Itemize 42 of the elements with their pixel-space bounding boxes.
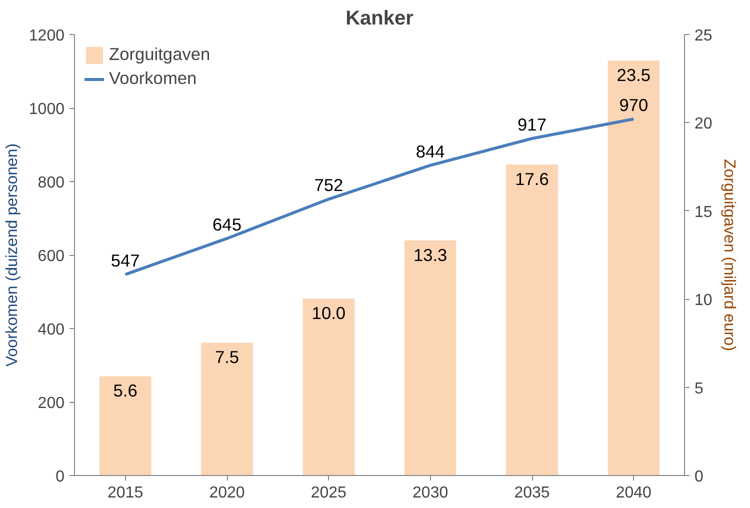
x-tick-label: 2035: [514, 484, 550, 502]
data-label: 645: [212, 214, 242, 234]
y-tick-label: 400: [38, 322, 65, 338]
y-tick-label: 1200: [28, 28, 65, 44]
legend-label: Zorguitgaven: [109, 44, 210, 65]
data-label: 844: [416, 141, 446, 162]
bar: [201, 342, 253, 476]
data-label: 7.5: [214, 347, 240, 368]
data-label: 547: [110, 250, 140, 270]
chart-title: Kanker: [346, 8, 414, 30]
x-tick-label: 2040: [616, 484, 652, 502]
data-label: 5.6: [113, 380, 138, 401]
y-axis-title: Voorkomen (duizend personen): [4, 143, 21, 367]
x-tick-label: 2030: [412, 484, 448, 502]
data-label: 10.0: [312, 303, 346, 324]
x-tick-label: 2020: [209, 484, 245, 502]
legend-label: Voorkomen: [109, 68, 197, 89]
y2-tick-label: 10: [694, 292, 712, 310]
data-label: 917: [518, 114, 546, 135]
y2-axis-title: Zorguitgaven (miljard euro): [720, 158, 738, 352]
x-tick-label: 2015: [108, 484, 144, 502]
y-tick-label: 800: [38, 174, 65, 192]
bar: [302, 298, 355, 476]
y-tick-label: 1000: [28, 101, 65, 118]
data-label: 13.3: [413, 244, 448, 265]
y-tick-label: 0: [56, 468, 65, 486]
x-tick-label: 2025: [310, 484, 347, 502]
bar: [99, 376, 152, 476]
bar: [506, 164, 558, 476]
data-label: 23.5: [616, 64, 651, 85]
y-tick-label: 200: [38, 395, 65, 412]
y2-tick-label: 15: [694, 204, 712, 221]
y2-tick-label: 0: [694, 468, 704, 486]
data-label: 970: [619, 95, 648, 116]
y2-tick-label: 25: [694, 28, 712, 44]
y-tick-label: 600: [38, 248, 65, 265]
data-label: 17.6: [515, 169, 549, 190]
bar: [404, 240, 456, 476]
bar: [608, 60, 660, 476]
y2-tick-label: 20: [694, 116, 712, 133]
y2-tick-label: 5: [694, 380, 704, 398]
data-label: 752: [314, 175, 344, 196]
